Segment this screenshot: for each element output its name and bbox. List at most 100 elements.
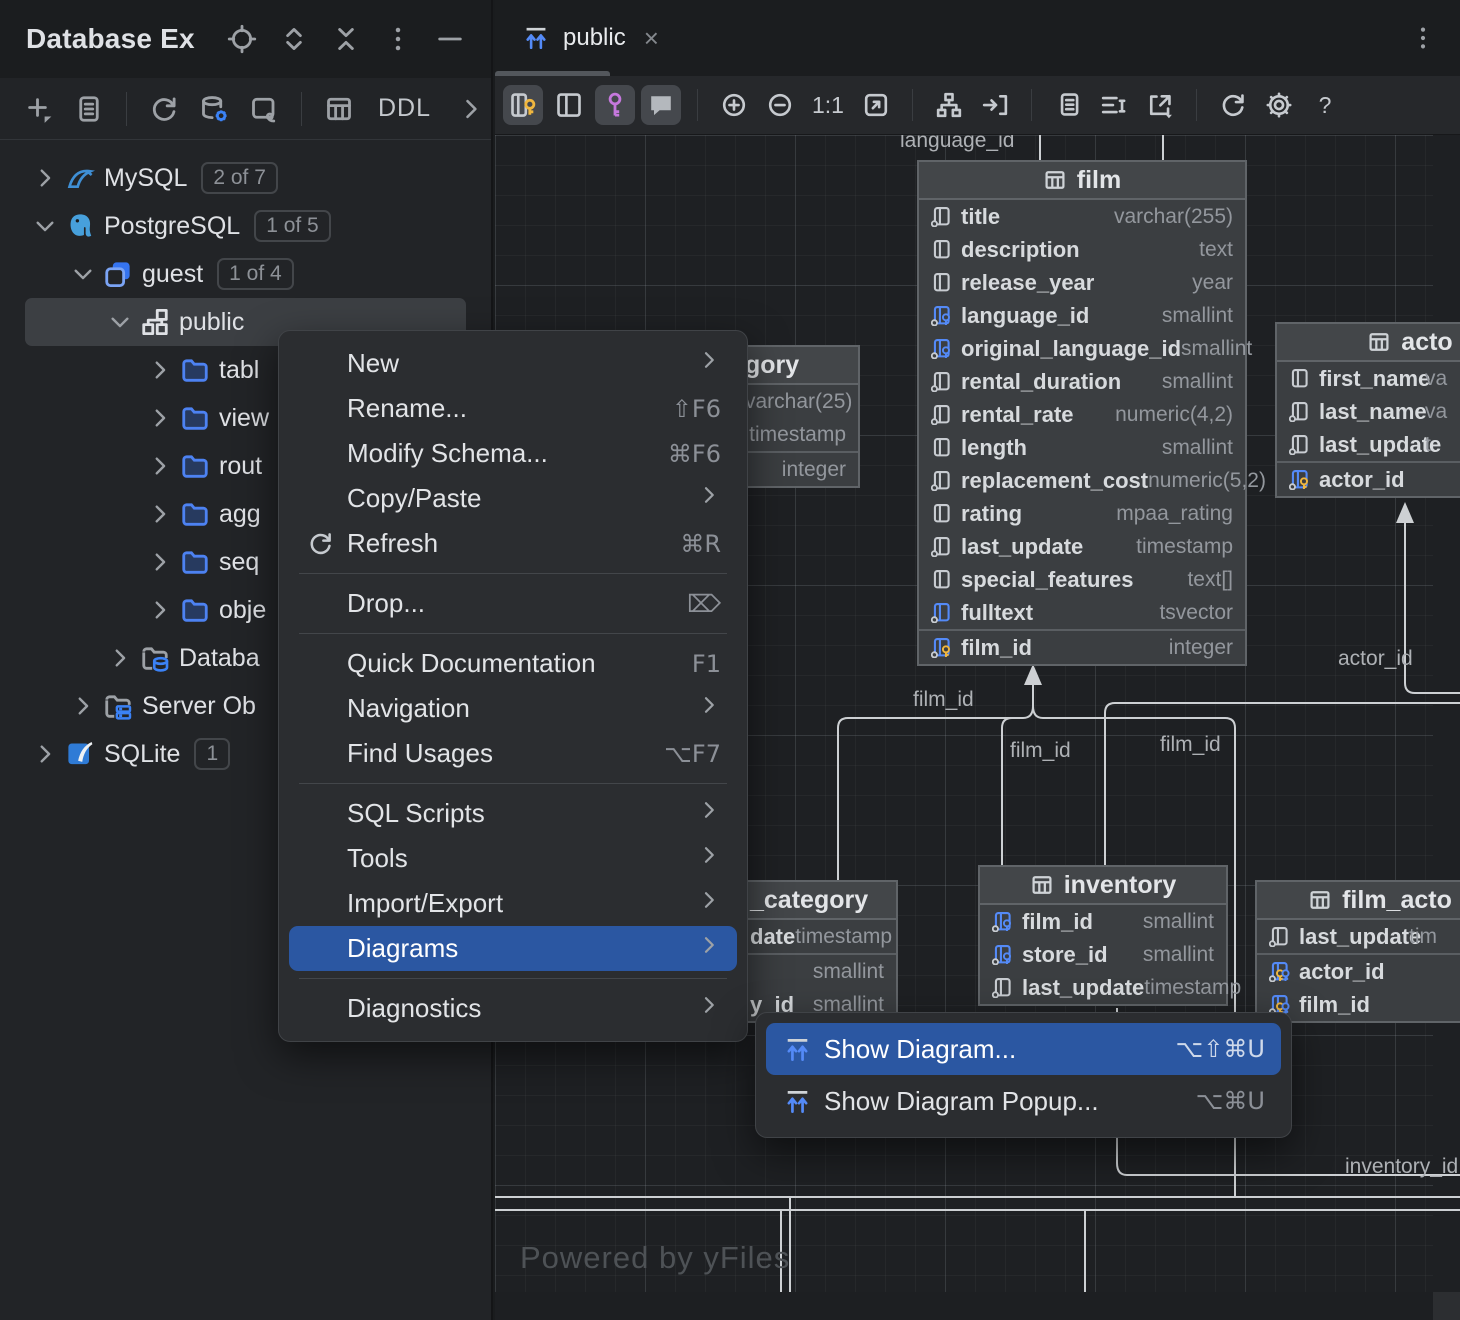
table-column-row[interactable]: film_id integer xyxy=(919,631,1245,664)
diagram-table-film_acto[interactable]: film_acto last_update tim actor_id film_id xyxy=(1255,880,1460,1023)
menu-item-new[interactable]: New xyxy=(289,341,737,386)
table-column-row[interactable]: integer xyxy=(637,453,858,486)
tree-item-obje[interactable]: obje xyxy=(25,586,466,634)
all-columns-toggle-button[interactable] xyxy=(549,85,589,125)
menu-item-diagrams[interactable]: Diagrams xyxy=(289,926,737,971)
menu-item-diagnostics[interactable]: Diagnostics xyxy=(289,986,737,1031)
settings-button[interactable] xyxy=(1259,85,1299,125)
comments-toggle-button[interactable] xyxy=(641,85,681,125)
table-header[interactable]: film xyxy=(919,162,1245,200)
tree-item-postgresql[interactable]: PostgreSQL 1 of 5 xyxy=(25,202,466,250)
table-column-row[interactable]: rental_rate numeric(4,2) xyxy=(919,398,1245,431)
tree-item-rout[interactable]: rout xyxy=(25,442,466,490)
table-column-row[interactable]: fulltext tsvector xyxy=(919,596,1245,629)
table-column-row[interactable]: last_update timestamp xyxy=(980,971,1241,1004)
tab-close-icon[interactable]: × xyxy=(643,22,659,53)
chevron-right-icon[interactable] xyxy=(30,165,60,191)
export-button[interactable] xyxy=(1140,85,1180,125)
tree-item-public[interactable]: public xyxy=(25,298,466,346)
ddl-button[interactable]: DDL xyxy=(378,94,432,122)
menu-item-copy-paste[interactable]: Copy/Paste xyxy=(289,476,737,521)
table-column-row[interactable]: title varchar(255) xyxy=(919,200,1245,233)
table-column-row[interactable]: description text xyxy=(919,233,1245,266)
menu-item-sql-scripts[interactable]: SQL Scripts xyxy=(289,791,737,836)
table-header[interactable]: film_acto xyxy=(1257,882,1460,920)
tree-item-mysql[interactable]: MySQL 2 of 7 xyxy=(25,154,466,202)
keys-toggle-button[interactable] xyxy=(595,85,635,125)
more-vertical-icon[interactable] xyxy=(383,24,413,54)
menu-item-quick-documentation[interactable]: Quick Documentation F1 xyxy=(289,641,737,686)
toolbar-more-chevron-icon[interactable] xyxy=(457,88,485,130)
table-column-row[interactable]: last_update t xyxy=(1277,428,1460,461)
table-column-row[interactable]: last_update tim xyxy=(1257,920,1460,953)
tree-item-tabl[interactable]: tabl xyxy=(25,346,466,394)
menu-item-rename[interactable]: Rename... ⇧F6 xyxy=(289,386,737,431)
table-header[interactable]: acto xyxy=(1277,324,1460,362)
expand-collapse-icon[interactable] xyxy=(279,24,309,54)
chevron-right-icon[interactable] xyxy=(145,597,175,623)
table-column-row[interactable]: replacement_cost numeric(5,2) xyxy=(919,464,1266,497)
table-column-row[interactable]: length smallint xyxy=(919,431,1245,464)
diagram-table-inventory[interactable]: inventory film_id smallint store_id smallint… xyxy=(978,865,1241,1006)
table-column-row[interactable]: rental_duration smallint xyxy=(919,365,1245,398)
table-column-row[interactable]: last_name va xyxy=(1277,395,1460,428)
table-column-row[interactable]: film_id xyxy=(1257,988,1460,1021)
tree-item-seq[interactable]: seq xyxy=(25,538,466,586)
table-column-row[interactable]: language_id smallint xyxy=(919,299,1245,332)
table-column-row[interactable]: release_year year xyxy=(919,266,1245,299)
chevron-right-icon[interactable] xyxy=(145,405,175,431)
tab-public[interactable]: public × xyxy=(495,0,679,76)
table-column-row[interactable]: special_features text[] xyxy=(919,563,1245,596)
chevron-down-icon[interactable] xyxy=(105,309,135,335)
chevron-down-icon[interactable] xyxy=(30,213,60,239)
refresh-button[interactable] xyxy=(1213,85,1253,125)
menu-item-show-diagram-popup[interactable]: Show Diagram Popup... ⌥⌘U xyxy=(766,1075,1281,1127)
tree-item-guest[interactable]: guest 1 of 4 xyxy=(25,250,466,298)
table-column-row[interactable]: film_id smallint xyxy=(980,905,1226,938)
table-column-row[interactable]: date timestamp xyxy=(637,920,896,953)
edge-labels-button[interactable] xyxy=(1094,85,1134,125)
key-columns-toggle-button[interactable] xyxy=(503,85,543,125)
table-column-row[interactable]: store_id smallint xyxy=(980,938,1226,971)
chevron-right-icon[interactable] xyxy=(145,453,175,479)
collapse-all-icon[interactable] xyxy=(331,24,361,54)
duplicate-button[interactable] xyxy=(68,88,110,130)
hide-icon[interactable] xyxy=(435,24,465,54)
table-column-row[interactable]: timestamp xyxy=(637,418,858,451)
table-column-row[interactable]: actor_id xyxy=(1277,463,1460,496)
menu-item-import-export[interactable]: Import/Export xyxy=(289,881,737,926)
add-button[interactable] xyxy=(18,88,60,130)
menu-item-refresh[interactable]: Refresh ⌘R xyxy=(289,521,737,566)
table-column-row[interactable]: first_name va xyxy=(1277,362,1460,395)
data-source-settings-button[interactable] xyxy=(193,88,235,130)
apply-layout-button[interactable] xyxy=(975,85,1015,125)
table-column-row[interactable]: varchar(25) xyxy=(637,385,858,418)
tree-item-sqlite[interactable]: SQLite 1 xyxy=(25,730,466,778)
chevron-down-icon[interactable] xyxy=(68,261,98,287)
table-column-row[interactable]: original_language_id smallint xyxy=(919,332,1252,365)
tree-item-databa[interactable]: Databa xyxy=(25,634,466,682)
tree-item-agg[interactable]: agg xyxy=(25,490,466,538)
tree-item-view[interactable]: view xyxy=(25,394,466,442)
menu-item-tools[interactable]: Tools xyxy=(289,836,737,881)
locate-icon[interactable] xyxy=(227,24,257,54)
actual-size-label-button[interactable]: 1:1 xyxy=(812,91,844,118)
jump-to-console-button[interactable] xyxy=(243,88,285,130)
chevron-right-icon[interactable] xyxy=(105,645,135,671)
table-column-row[interactable]: actor_id xyxy=(1257,955,1460,988)
copy-diagram-button[interactable] xyxy=(1048,85,1088,125)
fit-content-button[interactable] xyxy=(856,85,896,125)
table-header[interactable]: inventory xyxy=(980,867,1226,905)
menu-item-modify-schema[interactable]: Modify Schema... ⌘F6 xyxy=(289,431,737,476)
menu-item-show-diagram[interactable]: Show Diagram... ⌥⇧⌘U xyxy=(766,1023,1281,1075)
table-column-row[interactable]: smallint xyxy=(637,955,896,988)
diagram-table-film[interactable]: film title varchar(255) description text rele… xyxy=(917,160,1266,666)
chevron-right-icon[interactable] xyxy=(68,693,98,719)
table-view-button[interactable] xyxy=(318,88,360,130)
menu-item-navigation[interactable]: Navigation xyxy=(289,686,737,731)
tab-options-kebab-icon[interactable] xyxy=(1408,23,1438,53)
chevron-right-icon[interactable] xyxy=(30,741,60,767)
layout-button[interactable] xyxy=(929,85,969,125)
menu-item-find-usages[interactable]: Find Usages ⌥F7 xyxy=(289,731,737,776)
refresh-button[interactable] xyxy=(143,88,185,130)
